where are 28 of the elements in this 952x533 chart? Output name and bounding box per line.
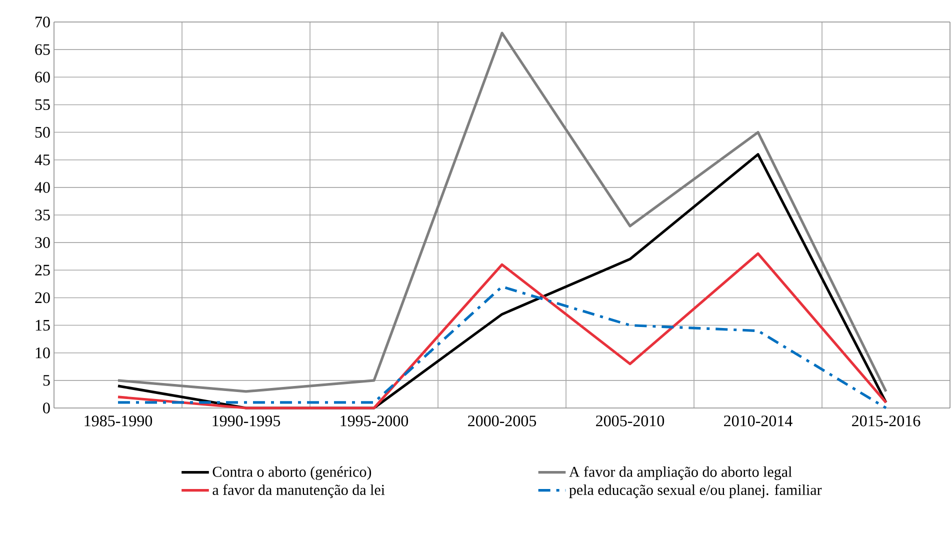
line-series [116,32,888,393]
y-tick-label: 60 [35,72,50,83]
y-tick-label: 25 [35,264,50,276]
x-tick-label: 1995-2000 [340,416,408,426]
legend-label: A favor da ampliação do aborto legal [569,466,792,480]
x-tick-label: 1985-1990 [84,416,152,426]
y-tick-label: 40 [34,182,50,193]
y-tick-label: 10 [36,347,50,358]
legend-label: pela educação sexual e/ou planej. familiar [569,484,822,498]
x-tick-label: 2015-2016 [852,416,920,426]
y-tick-label: 5 [43,375,50,386]
y-tick-label: 65 [35,44,50,55]
y-tick-label: 50 [35,126,50,138]
legend-label: a favor da manutenção da lei [212,484,385,498]
legend-label: Contra o aborto (genérico) [212,466,372,480]
y-tick-label: 35 [35,210,50,220]
x-tick-label: 2000-2005 [468,416,536,426]
x-tick-label: 2010-2014 [724,416,792,426]
y-tick-label: 15 [36,320,50,331]
line-series [116,252,888,410]
y-tick-label: 70 [36,16,50,28]
x-tick-label: 2005-2010 [596,416,664,426]
y-tick-label: 30 [35,237,50,248]
y-tick-label: 0 [43,402,50,414]
x-tick-label: 1990-1995 [212,416,280,426]
y-tick-label: 45 [34,154,50,166]
y-tick-label: 20 [35,292,50,304]
y-tick-label: 55 [35,99,50,110]
